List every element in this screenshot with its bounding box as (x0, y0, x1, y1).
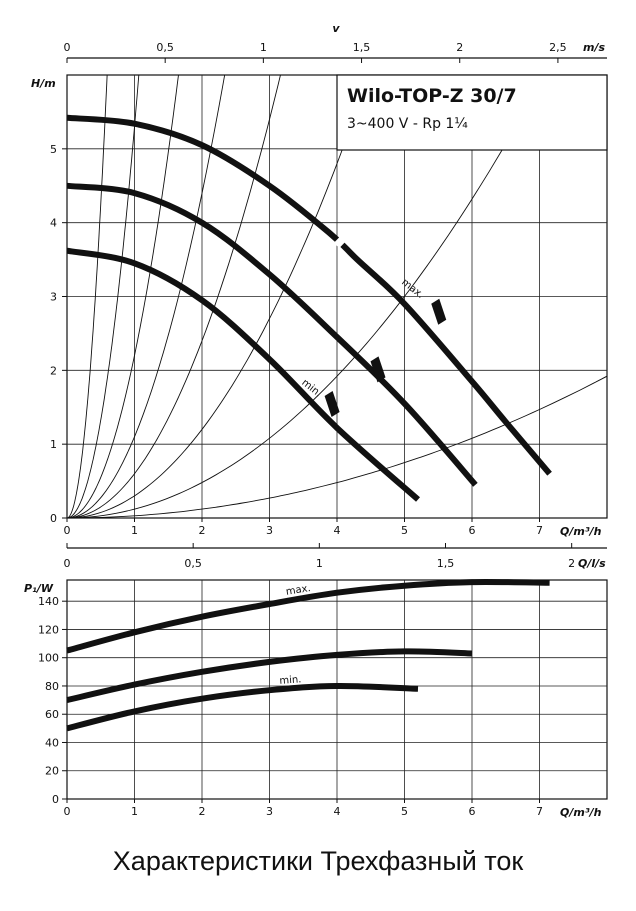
top-axis-tick-label: 0 (64, 41, 71, 54)
figure-caption: Характеристики Трехфазный ток (112, 846, 524, 876)
x-tick-label: 1 (131, 524, 138, 537)
power-x-tick-label: 0 (64, 805, 71, 818)
pump-curve (66, 182, 478, 487)
x-tick-label: 4 (334, 524, 341, 537)
power-x-tick-label: 3 (266, 805, 273, 818)
y-tick-label: 4 (50, 217, 57, 230)
speed-marker (324, 391, 340, 418)
head-flow-chart: max.min.Wilo-TOP-Z 30/73~400 V - Rp 1¼01… (31, 22, 608, 570)
pump-curve (66, 114, 552, 476)
pump-curve (66, 247, 420, 502)
x-axis-label: Q/m³/h (560, 525, 602, 538)
power-y-axis-label: P₁/W (24, 582, 54, 595)
power-x-tick-label: 6 (469, 805, 476, 818)
power-y-tick-label: 40 (45, 736, 59, 749)
top-axis-name: v (332, 22, 340, 35)
power-y-tick-label: 20 (45, 765, 59, 778)
top-axis-tick-label: 2 (456, 41, 463, 54)
x-tick-label: 5 (401, 524, 408, 537)
power-curve (66, 648, 473, 704)
system-curve (67, 375, 607, 518)
flow-ls-tick-label: 1 (316, 557, 323, 570)
curve-gap (333, 236, 346, 249)
flow-ls-tick-label: 0 (64, 557, 71, 570)
speed-marker (431, 298, 447, 325)
power-y-tick-label: 80 (45, 680, 59, 693)
x-tick-label: 0 (64, 524, 71, 537)
flow-ls-tick-label: 2 (568, 557, 575, 570)
power-curve (66, 682, 419, 732)
system-curve (67, 75, 370, 518)
flow-ls-tick-label: 0,5 (184, 557, 202, 570)
top-axis-tick-label: 1,5 (353, 41, 371, 54)
power-x-tick-label: 4 (334, 805, 341, 818)
power-y-tick-label: 100 (38, 652, 59, 665)
x-tick-label: 6 (469, 524, 476, 537)
power-x-tick-label: 1 (131, 805, 138, 818)
y-tick-label: 3 (50, 291, 57, 304)
chart-subtitle: 3~400 V - Rp 1¼ (347, 116, 468, 132)
power-x-tick-label: 2 (199, 805, 206, 818)
top-axis-unit: m/s (583, 41, 605, 54)
y-tick-label: 5 (50, 143, 57, 156)
power-label-min: min. (279, 674, 302, 687)
y-tick-label: 0 (50, 512, 57, 525)
system-curve (67, 75, 179, 518)
top-axis-tick-label: 1 (260, 41, 267, 54)
top-axis-tick-label: 2,5 (549, 41, 567, 54)
x-tick-label: 7 (536, 524, 543, 537)
system-curve (67, 75, 140, 518)
speed-marker (370, 356, 386, 383)
x-tick-label: 3 (266, 524, 273, 537)
power-y-tick-label: 120 (38, 623, 59, 636)
y-tick-label: 1 (50, 438, 57, 451)
y-axis-label: H/m (31, 77, 56, 90)
power-y-tick-label: 140 (38, 595, 59, 608)
title-box (336, 74, 608, 151)
flow-ls-tick-label: 1,5 (437, 557, 455, 570)
x-tick-label: 2 (199, 524, 206, 537)
power-label-max: max. (285, 583, 311, 598)
system-curve (67, 75, 545, 518)
system-curve (67, 75, 226, 518)
y-tick-label: 2 (50, 364, 57, 377)
flow-ls-unit: Q/l/s (578, 557, 606, 570)
power-x-tick-label: 5 (401, 805, 408, 818)
system-curve (67, 75, 281, 518)
power-y-tick-label: 60 (45, 708, 59, 721)
power-curve (66, 578, 550, 654)
top-axis-tick-label: 0,5 (156, 41, 174, 54)
power-x-axis-label: Q/m³/h (560, 806, 602, 819)
chart-title: Wilo-TOP-Z 30/7 (347, 85, 517, 107)
power-x-tick-label: 7 (536, 805, 543, 818)
power-y-tick-label: 0 (52, 793, 59, 806)
